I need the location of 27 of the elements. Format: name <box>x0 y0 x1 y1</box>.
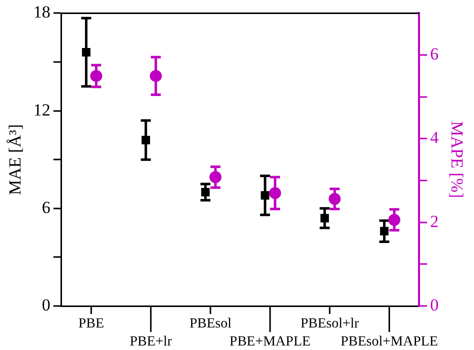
x-tick-label: PBEsol+MAPLE <box>340 334 438 350</box>
x-tick-label: PBE <box>78 316 104 332</box>
point <box>260 191 270 200</box>
point <box>269 187 282 200</box>
y2-tick-label: 4 <box>430 128 440 148</box>
point <box>90 70 102 82</box>
point <box>380 226 389 236</box>
y-tick-label: 18 <box>33 2 50 22</box>
y2-tick-label: 6 <box>430 44 439 64</box>
y2-axis-title: MAPE [%] <box>447 121 466 198</box>
y2-tick-label: 0 <box>430 295 439 314</box>
point <box>142 136 150 144</box>
y2-tick-label: 2 <box>430 212 439 231</box>
y-tick-label: 12 <box>33 100 50 120</box>
point <box>150 70 162 82</box>
point <box>82 48 90 56</box>
x-tick-label: PBE+lr <box>130 334 172 350</box>
point <box>320 214 329 222</box>
point <box>388 214 400 226</box>
x-tick-label: PBEsol <box>189 316 232 332</box>
point <box>328 192 341 205</box>
y-tick-label: 6 <box>42 198 50 217</box>
x-tick-label: PBEsol+lr <box>300 316 360 332</box>
x-tick-label: PBE+MAPLE <box>230 334 311 350</box>
y-axis-title: MAE [Å³] <box>6 124 25 195</box>
y-tick-label: 0 <box>42 295 50 314</box>
point <box>209 171 222 184</box>
